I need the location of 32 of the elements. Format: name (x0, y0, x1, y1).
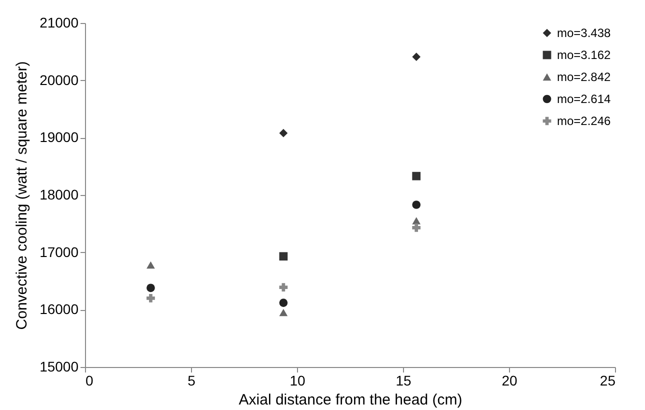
x-tick-label: 20 (502, 372, 518, 388)
point (412, 172, 421, 180)
point (279, 298, 288, 307)
legend-label: mo=2.842 (557, 70, 612, 84)
y-tick-label: 17000 (40, 244, 79, 260)
x-tick-label: 15 (396, 372, 412, 388)
x-axis-title: Axial distance from the head (cm) (238, 392, 462, 408)
y-axis-title: Convective cooling (watt / square meter) (14, 61, 31, 330)
point (146, 294, 155, 302)
point (279, 283, 288, 292)
x-tick-label: 25 (600, 372, 616, 388)
y-tick-label: 19000 (40, 129, 79, 146)
y-tick-label: 16000 (40, 301, 79, 318)
point (412, 52, 421, 62)
y-tick-label: 15000 (40, 358, 79, 374)
x-tick-label: 10 (290, 372, 306, 388)
legend-label: mo=3.438 (557, 26, 612, 40)
legend-label: mo=2.614 (557, 92, 612, 106)
legend-label: mo=2.246 (557, 114, 612, 128)
legend-label: mo=3.162 (557, 48, 612, 62)
y-tick-label: 20000 (40, 72, 79, 88)
y-tick-label: 18000 (40, 186, 79, 202)
x-tick-label: 0 (86, 372, 94, 388)
point (279, 308, 288, 316)
point (146, 261, 155, 269)
point (412, 223, 421, 232)
point (146, 284, 155, 292)
point (279, 128, 288, 138)
point (279, 252, 288, 261)
point (412, 200, 421, 209)
y-tick-label: 21000 (40, 14, 79, 30)
x-tick-label: 5 (188, 372, 196, 388)
